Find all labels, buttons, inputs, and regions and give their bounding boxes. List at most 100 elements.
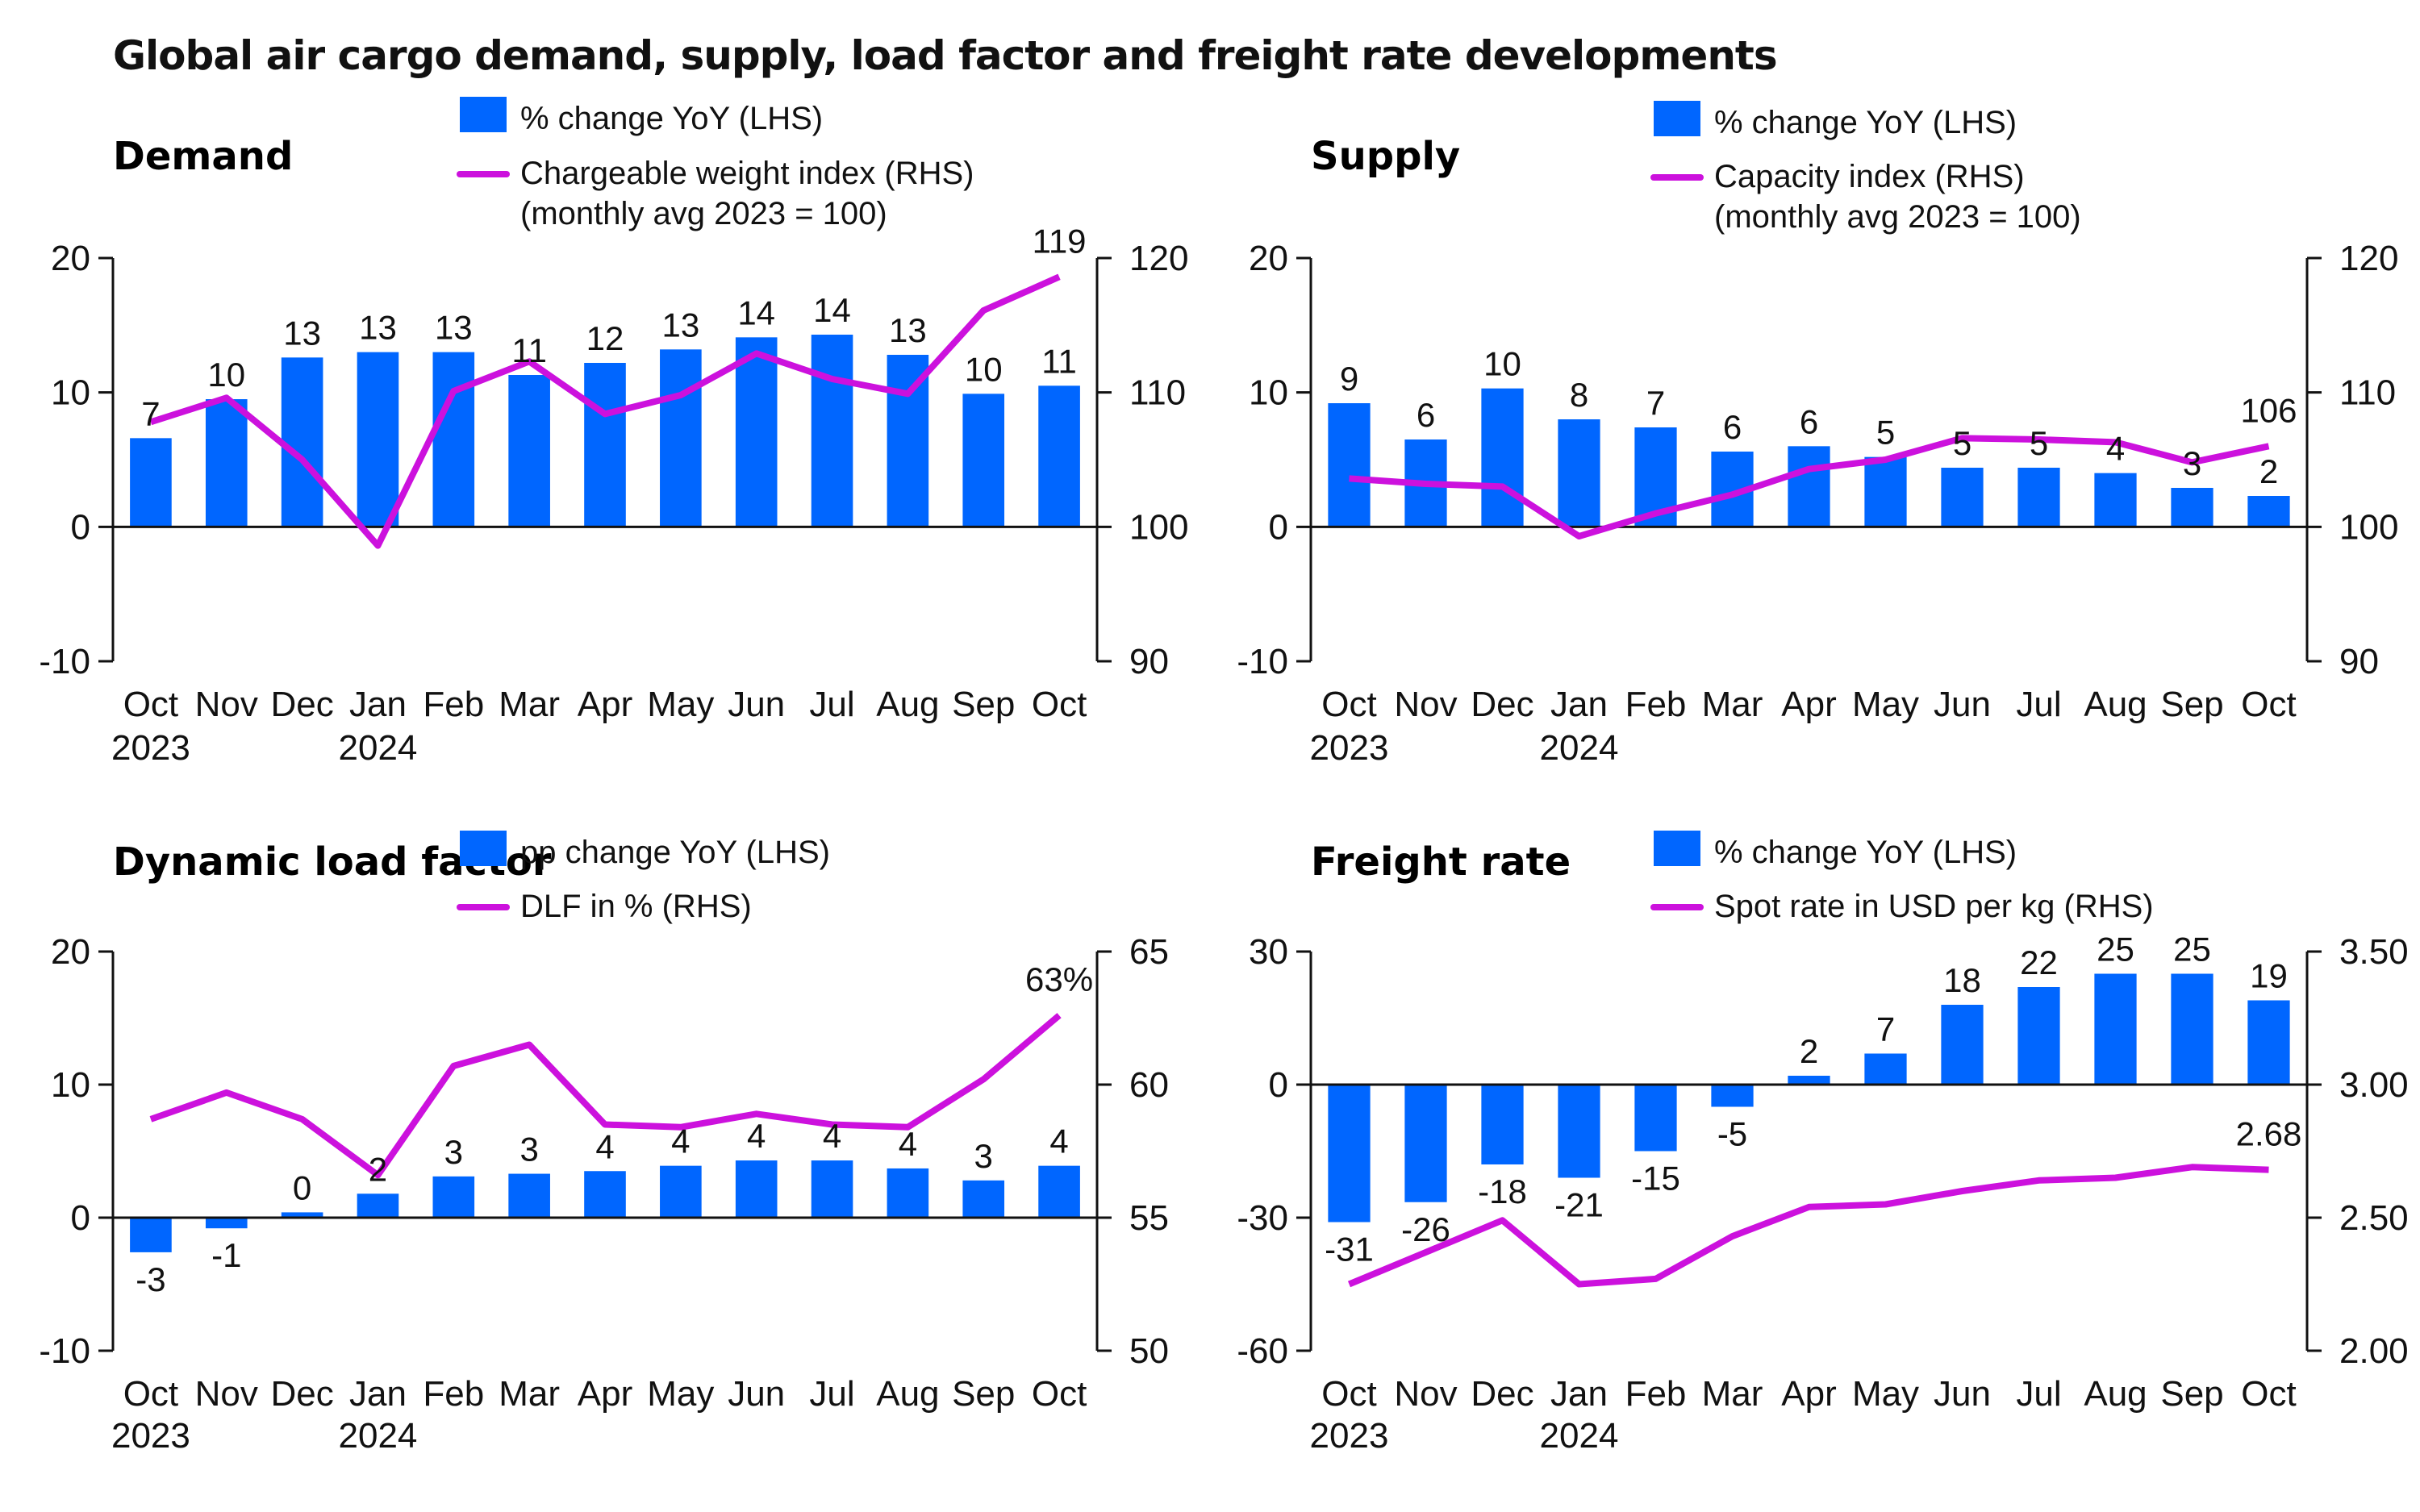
x-tick-label: Sep <box>2160 1374 2223 1414</box>
bar-data-label: 7 <box>1876 1010 1895 1048</box>
x-tick-label: Jul <box>2016 685 2061 724</box>
bar <box>736 1160 778 1218</box>
x-tick-label: Oct <box>2241 685 2296 724</box>
bar <box>1328 403 1370 527</box>
panel-demand: Demand% change YoY (LHS)Chargeable weigh… <box>0 97 1210 823</box>
rhs-tick-label: 2.50 <box>2339 1198 2409 1238</box>
legend-line-label: Chargeable weight index (RHS) <box>520 156 974 191</box>
bar-data-label: 14 <box>737 294 775 331</box>
bar <box>736 337 778 527</box>
legend-bar-swatch <box>460 831 507 866</box>
bar <box>1481 389 1523 527</box>
x-tick-label: Jan <box>1550 685 1608 724</box>
bar-data-label: 6 <box>1417 396 1435 434</box>
legend-bar-swatch <box>460 97 507 132</box>
rhs-tick-label: 60 <box>1129 1065 1169 1105</box>
x-year-label: 2023 <box>111 728 190 768</box>
legend-line-label: Spot rate in USD per kg (RHS) <box>1714 889 2154 924</box>
lhs-tick-label: -60 <box>1237 1331 1288 1371</box>
bar-data-label: 14 <box>813 291 851 329</box>
bar-data-label: 10 <box>1483 345 1521 383</box>
bar <box>2171 488 2213 527</box>
x-year-label: 2024 <box>339 728 418 768</box>
chart-main-title: Global air cargo demand, supply, load fa… <box>113 32 1777 79</box>
bar <box>2017 468 2059 527</box>
x-tick-label: Jul <box>2016 1374 2061 1414</box>
lhs-tick-label: 10 <box>51 1065 90 1105</box>
x-tick-label: Feb <box>1625 1374 1687 1414</box>
bar-data-label: 11 <box>1041 342 1077 380</box>
bar-data-label: -5 <box>1717 1115 1747 1153</box>
bar <box>1558 419 1600 527</box>
bar-data-label: 2 <box>2259 452 2278 490</box>
x-tick-label: Nov <box>1394 685 1457 724</box>
bar-data-label: -21 <box>1554 1186 1604 1224</box>
supply-chart: Supply% change YoY (LHS)Capacity index (… <box>1210 97 2420 790</box>
lhs-tick-label: -30 <box>1237 1198 1288 1238</box>
bar-data-label: 0 <box>293 1168 311 1206</box>
demand-chart: Demand% change YoY (LHS)Chargeable weigh… <box>0 97 1210 790</box>
x-tick-label: Apr <box>578 1374 632 1414</box>
x-tick-label: Jan <box>1550 1374 1608 1414</box>
x-tick-label: Oct <box>123 1374 178 1414</box>
bar <box>130 438 172 527</box>
bar <box>1328 1085 1370 1223</box>
bar <box>2247 1001 2289 1085</box>
bar-data-label: 7 <box>141 394 160 432</box>
lhs-tick-label: 20 <box>51 932 90 972</box>
bar-data-label: 12 <box>586 319 624 357</box>
bar <box>962 394 1004 527</box>
bar-data-label: 9 <box>1340 360 1358 398</box>
bar <box>206 1218 248 1228</box>
line-end-label: 106 <box>2240 391 2297 429</box>
x-tick-label: May <box>647 685 714 724</box>
bar <box>2017 987 2059 1085</box>
bar <box>433 352 475 527</box>
bar <box>1481 1085 1523 1164</box>
bar <box>584 1171 626 1218</box>
rhs-tick-label: 120 <box>2339 239 2398 278</box>
x-year-label: 2024 <box>1540 1416 1619 1452</box>
bar-data-label: 25 <box>2173 931 2211 968</box>
legend-bar-label: % change YoY (LHS) <box>520 101 823 136</box>
x-tick-label: Jul <box>809 1374 854 1414</box>
bar-data-label: 2 <box>1800 1032 1818 1070</box>
bar <box>1404 1085 1446 1202</box>
bar <box>660 1166 702 1218</box>
legend-bar-label: pp change YoY (LHS) <box>520 835 830 870</box>
x-year-label: 2024 <box>339 1416 418 1452</box>
rhs-tick-label: 3.50 <box>2339 932 2409 972</box>
x-year-label: 2023 <box>111 1416 190 1452</box>
x-tick-label: Sep <box>952 1374 1015 1414</box>
bar <box>508 1174 550 1218</box>
lhs-tick-label: 20 <box>1249 239 1288 278</box>
legend-bar-swatch <box>1654 101 1700 136</box>
bar-data-label: -15 <box>1631 1160 1680 1198</box>
line-end-label: 2.68 <box>2236 1115 2302 1153</box>
bar <box>660 349 702 527</box>
bar <box>1634 1085 1676 1152</box>
lhs-tick-label: 10 <box>1249 373 1288 413</box>
bar <box>962 1181 1004 1218</box>
bar-data-label: 7 <box>1646 384 1665 422</box>
x-tick-label: Aug <box>876 1374 939 1414</box>
bar <box>130 1218 172 1252</box>
x-tick-label: Apr <box>1781 685 1836 724</box>
bar-data-label: 25 <box>2097 931 2134 968</box>
bar-data-label: 4 <box>595 1127 614 1165</box>
bar-data-label: 4 <box>899 1125 917 1163</box>
x-year-label: 2024 <box>1540 728 1619 768</box>
bar-data-label: 13 <box>359 309 397 347</box>
x-tick-label: Nov <box>1394 1374 1457 1414</box>
x-tick-label: Oct <box>123 685 178 724</box>
rhs-tick-label: 90 <box>1129 642 1169 681</box>
bar <box>357 1193 399 1218</box>
bar-data-label: -1 <box>211 1236 241 1274</box>
bar-data-label: -3 <box>136 1260 165 1298</box>
bar-data-label: 13 <box>661 306 699 344</box>
x-tick-label: Mar <box>1702 1374 1763 1414</box>
bar-data-label: 3 <box>444 1133 463 1171</box>
panel-supply: Supply% change YoY (LHS)Capacity index (… <box>1210 97 2420 823</box>
bar <box>812 1160 853 1218</box>
